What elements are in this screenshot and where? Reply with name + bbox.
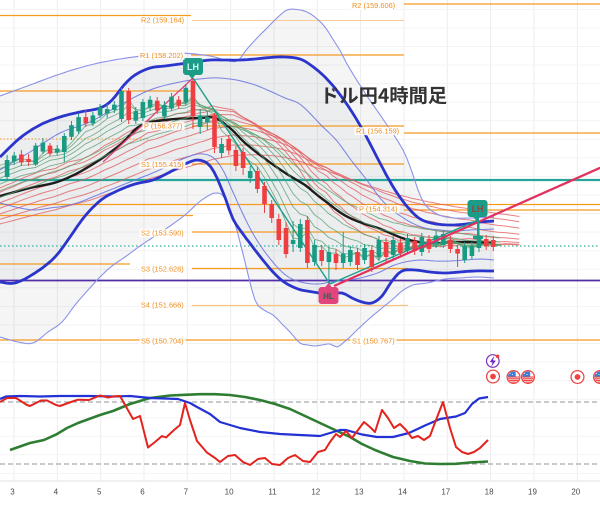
svg-text:R2 (159.164): R2 (159.164) xyxy=(141,16,184,25)
svg-text:4: 4 xyxy=(54,488,59,497)
svg-text:S1 (155.415): S1 (155.415) xyxy=(141,160,184,169)
svg-text:R1 (156.159): R1 (156.159) xyxy=(356,127,399,136)
svg-text:19: 19 xyxy=(528,488,537,497)
svg-text:S1 (150.767): S1 (150.767) xyxy=(352,337,395,346)
svg-text:S2 (153.590): S2 (153.590) xyxy=(141,229,184,238)
svg-text:11: 11 xyxy=(268,488,277,497)
svg-text:6: 6 xyxy=(140,488,145,497)
svg-text:HL: HL xyxy=(323,292,334,301)
svg-text:S3 (152.628): S3 (152.628) xyxy=(141,265,184,274)
svg-text:S5 (150.704): S5 (150.704) xyxy=(141,337,184,346)
svg-text:R2 (159.606): R2 (159.606) xyxy=(352,1,395,10)
svg-text:18: 18 xyxy=(485,488,494,497)
svg-text:5: 5 xyxy=(97,488,102,497)
svg-text:14: 14 xyxy=(398,488,407,497)
svg-text:13: 13 xyxy=(355,488,364,497)
svg-text:R1 (158.202): R1 (158.202) xyxy=(140,51,183,60)
svg-text:20: 20 xyxy=(571,488,580,497)
svg-text:3: 3 xyxy=(10,488,15,497)
svg-text:12: 12 xyxy=(311,488,320,497)
svg-text:S4 (151.666): S4 (151.666) xyxy=(141,301,184,310)
svg-text:LH: LH xyxy=(472,204,484,214)
svg-text:17: 17 xyxy=(441,488,450,497)
svg-text:P (156.377): P (156.377) xyxy=(144,122,183,131)
svg-text:10: 10 xyxy=(225,488,234,497)
svg-text:LH: LH xyxy=(187,62,199,72)
svg-text:P (154.314): P (154.314) xyxy=(359,205,398,214)
svg-text:7: 7 xyxy=(184,488,189,497)
